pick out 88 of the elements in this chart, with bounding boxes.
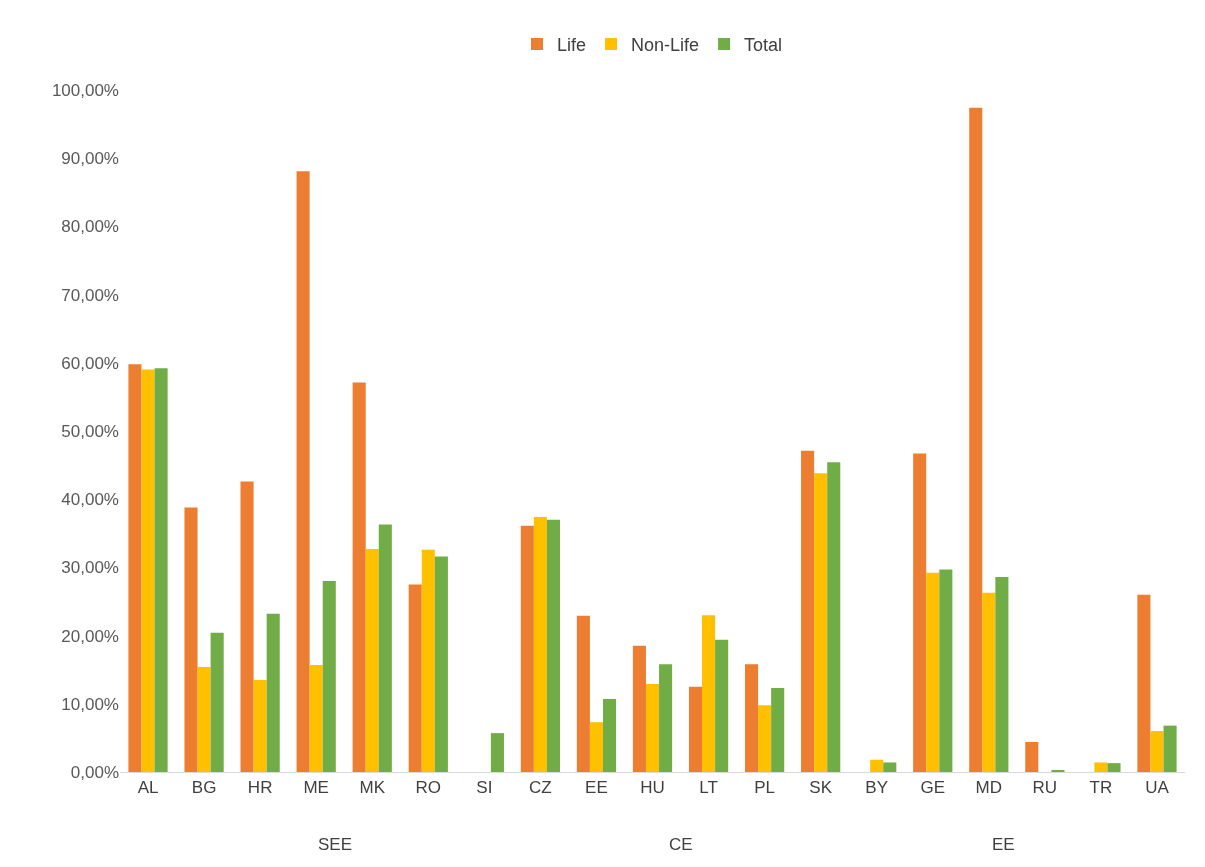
bar	[434, 556, 448, 772]
x-tick-label: BY	[865, 778, 889, 798]
text: CE	[669, 835, 693, 854]
bar	[520, 525, 534, 772]
bar	[1137, 594, 1151, 772]
bar	[1150, 731, 1164, 772]
bar	[659, 664, 673, 772]
y-tick-label: 90,00%	[61, 149, 119, 169]
bar	[827, 462, 841, 772]
bar	[128, 364, 142, 772]
bar	[589, 722, 603, 772]
bar	[408, 584, 422, 772]
bar	[378, 524, 392, 772]
y-tick-label: 40,00%	[61, 490, 119, 510]
bar	[913, 453, 927, 772]
bar	[154, 368, 168, 772]
bar	[210, 632, 224, 772]
bar	[309, 664, 323, 772]
text: EE	[992, 835, 1015, 854]
bar	[1163, 725, 1177, 772]
x-tick-label: UA	[1145, 778, 1170, 798]
bar	[969, 107, 983, 772]
bar	[1051, 769, 1065, 772]
bar	[814, 473, 828, 772]
bar	[266, 613, 280, 772]
bar	[1025, 741, 1039, 772]
x-tick-label: ME	[303, 778, 329, 798]
bar	[322, 581, 336, 772]
x-tick-label: TR	[1089, 778, 1113, 798]
bar	[141, 369, 155, 772]
legend-label: Non-Life	[631, 34, 700, 55]
bar	[352, 382, 366, 772]
y-tick-label: 30,00%	[61, 558, 119, 578]
bar	[296, 171, 310, 772]
bar	[365, 548, 379, 772]
bar	[1094, 762, 1108, 772]
x-tick-label: SI	[476, 778, 493, 798]
x-tick-label: LT	[699, 778, 718, 798]
y-tick-label: 80,00%	[61, 217, 119, 237]
bar	[602, 699, 617, 772]
bar	[490, 733, 504, 772]
bar	[771, 688, 785, 772]
y-tick-label: 0,00%	[70, 762, 119, 782]
bar	[645, 684, 660, 772]
x-tick-label: MD	[975, 778, 1003, 798]
bar	[883, 762, 897, 772]
y-tick-label: 50,00%	[61, 421, 119, 441]
bar	[197, 666, 211, 772]
legend-label: Life	[557, 34, 587, 55]
x-tick-label: AL	[137, 778, 159, 798]
bar	[576, 615, 590, 772]
bar	[995, 576, 1009, 772]
bar	[184, 507, 198, 772]
bar	[253, 679, 267, 772]
y-tick-label: 70,00%	[61, 285, 119, 305]
bar	[982, 592, 996, 772]
bar	[926, 572, 940, 772]
bar	[939, 569, 953, 772]
y-tick-label: 60,00%	[61, 353, 119, 373]
bar	[533, 516, 547, 772]
bar	[240, 481, 254, 772]
x-tick-label: BG	[191, 778, 217, 798]
bar	[421, 549, 435, 772]
bar	[702, 615, 716, 772]
x-tick-label: EE	[585, 778, 608, 798]
x-tick-label: HU	[640, 778, 665, 798]
legend-label: Total	[744, 34, 783, 55]
y-tick-label: 100,00%	[51, 80, 119, 100]
x-tick-label: GE	[920, 778, 946, 798]
x-tick-label: RU	[1032, 778, 1058, 798]
y-tick-label: 10,00%	[61, 694, 119, 714]
bar	[801, 450, 815, 772]
x-tick-label: PL	[754, 778, 776, 798]
x-tick-label: SK	[809, 778, 833, 798]
x-tick-label: MK	[359, 778, 386, 798]
x-tick-label: RO	[415, 778, 442, 798]
y-tick-label: 20,00%	[61, 626, 119, 646]
bar	[758, 705, 772, 772]
bar	[546, 519, 561, 772]
bar	[744, 664, 759, 772]
bar	[1107, 763, 1121, 772]
x-tick-label: HR	[247, 778, 273, 798]
text: SEE	[318, 835, 353, 854]
x-tick-label: CZ	[529, 778, 552, 798]
bar	[688, 686, 703, 772]
bar	[870, 759, 884, 772]
bar	[632, 645, 646, 772]
bar	[715, 639, 729, 772]
